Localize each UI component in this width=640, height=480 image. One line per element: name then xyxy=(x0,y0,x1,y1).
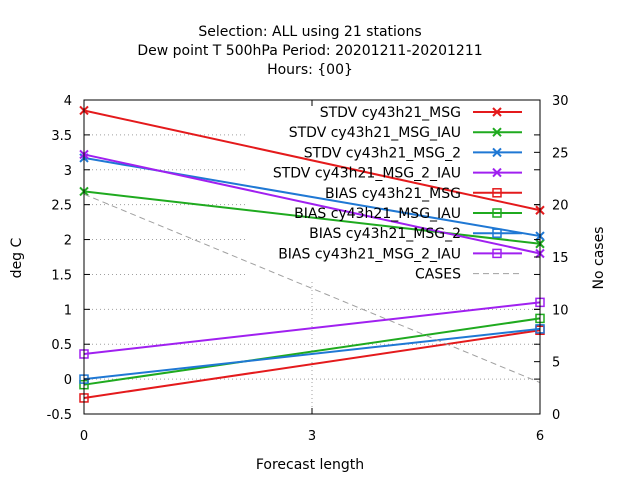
y2-tick-label: 0 xyxy=(552,408,560,423)
axes: -0.5 0 0.5 1 1.5 2 2.5 3 3.5 4 0 5 10 15 20 25 30 0 3 6 Fore… xyxy=(9,94,607,473)
y2-tick-label: 25 xyxy=(552,146,569,161)
legend-label: STDV cy43h21_MSG_2 xyxy=(304,145,461,161)
x-axis-label: Forecast length xyxy=(256,457,364,473)
y-tick-label: 2.5 xyxy=(51,199,72,214)
series-line xyxy=(83,153,541,255)
legend-label: STDV cy43h21_MSG_2_IAU xyxy=(273,166,461,182)
legend-label: BIAS cy43h21_MSG xyxy=(325,186,461,202)
series-line xyxy=(83,193,541,384)
legend-entry: CASES xyxy=(415,267,522,283)
legend-label: BIAS cy43h21_MSG_2_IAU xyxy=(278,246,461,262)
y-tick-label: 0 xyxy=(64,373,72,388)
y-tick-label: 1 xyxy=(64,303,72,318)
series-line xyxy=(83,329,541,399)
legend-entry: STDV cy43h21_MSG_2_IAU xyxy=(273,166,522,182)
series-line xyxy=(83,109,541,212)
legend-entry: STDV cy43h21_MSG_2 xyxy=(304,145,522,161)
data-point xyxy=(492,107,502,117)
legend-entry: BIAS cy43h21_MSG xyxy=(325,186,522,202)
title-line: Selection: ALL using 21 stations xyxy=(198,24,421,40)
data-point xyxy=(492,167,502,178)
legend-entry: BIAS cy43h21_MSG_2 xyxy=(309,226,522,242)
y-tick-label: 2 xyxy=(64,234,72,249)
series-lines xyxy=(79,105,545,403)
y-tick-label: 0.5 xyxy=(51,338,72,353)
y-tick-label: 3.5 xyxy=(51,129,72,144)
data-point-stroke xyxy=(492,107,502,117)
y2-tick-label: 15 xyxy=(552,251,569,266)
series-line xyxy=(83,301,541,355)
data-point-stroke xyxy=(492,167,502,178)
data-point xyxy=(492,248,502,259)
series-line xyxy=(83,317,541,386)
data-point xyxy=(492,127,502,137)
data-point-stroke xyxy=(492,127,502,137)
y2-tick-label: 10 xyxy=(552,303,569,318)
data-point-stroke xyxy=(492,147,502,158)
legend-entry: STDV cy43h21_MSG_IAU xyxy=(289,125,522,141)
data-point xyxy=(492,208,502,218)
data-point xyxy=(492,147,502,158)
legend-label: STDV cy43h21_MSG xyxy=(320,105,461,121)
legend-label: CASES xyxy=(415,267,461,283)
legend-label: STDV cy43h21_MSG_IAU xyxy=(289,125,461,141)
y2-axis-label: No cases xyxy=(591,227,607,290)
x-tick-label: 3 xyxy=(308,429,316,444)
y2-tick-label: 30 xyxy=(552,94,569,109)
data-point xyxy=(492,228,502,238)
title-line: Hours: {00} xyxy=(267,62,353,78)
legend-entry: STDV cy43h21_MSG xyxy=(320,105,522,121)
y2-tick-label: 5 xyxy=(552,356,560,371)
title-line: Dew point T 500hPa Period: 20201211-2020… xyxy=(137,43,482,59)
legend-entry: BIAS cy43h21_MSG_IAU xyxy=(294,206,522,222)
y2-tick-label: 20 xyxy=(552,199,569,214)
y-tick-label: 1.5 xyxy=(51,268,72,283)
grid xyxy=(84,134,540,414)
data-point xyxy=(492,188,502,198)
legend: STDV cy43h21_MSG STDV cy43h21_MSG_IAU STDV… xyxy=(273,105,522,283)
series-line xyxy=(83,190,541,245)
y-axis-label: deg C xyxy=(9,237,25,278)
legend-label: BIAS cy43h21_MSG_2 xyxy=(309,226,461,242)
y-tick-label: 3 xyxy=(64,164,72,179)
legend-entry: BIAS cy43h21_MSG_2_IAU xyxy=(278,246,522,262)
x-tick-label: 6 xyxy=(536,429,544,444)
y-tick-label: 4 xyxy=(64,94,72,109)
legend-label: BIAS cy43h21_MSG_IAU xyxy=(294,206,461,222)
chart-title: Selection: ALL using 21 stations Dew poin… xyxy=(137,24,482,78)
y-tick-label: -0.5 xyxy=(47,408,72,423)
series-line xyxy=(83,327,541,381)
x-tick-label: 0 xyxy=(80,429,88,444)
